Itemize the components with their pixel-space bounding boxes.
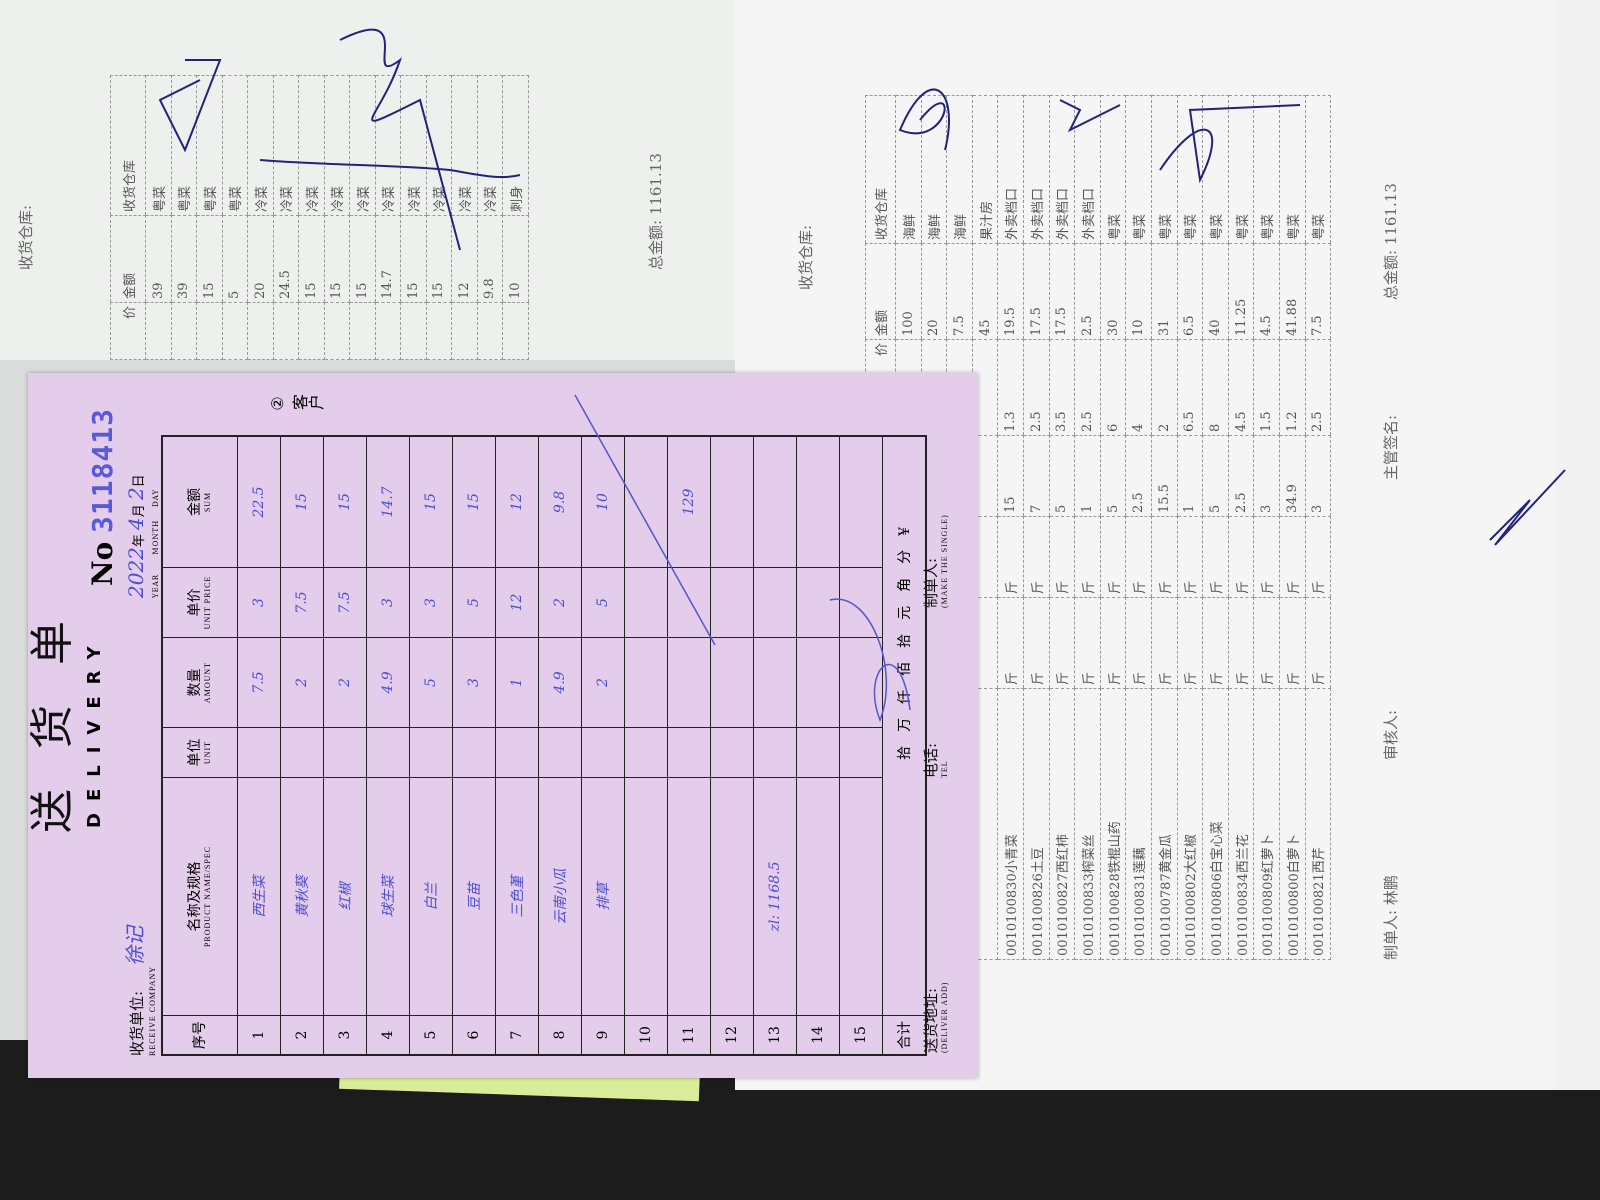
slip-strike-line bbox=[574, 394, 716, 646]
signature-mark bbox=[1059, 99, 1121, 133]
signature-mark bbox=[1489, 469, 1566, 546]
signature-mark bbox=[339, 28, 461, 251]
signature-mark bbox=[259, 159, 521, 179]
signature-mark bbox=[158, 59, 222, 153]
slip-signature bbox=[829, 598, 911, 723]
receiving-sheet-left: 收货仓库: 价 金额 收货仓库 39 粤菜 39 粤菜 15 粤菜 5 粤菜 20 冷菜 24.5 冷… bbox=[0, 0, 740, 360]
signature-mark bbox=[1159, 104, 1301, 184]
signature-mark bbox=[898, 88, 950, 151]
